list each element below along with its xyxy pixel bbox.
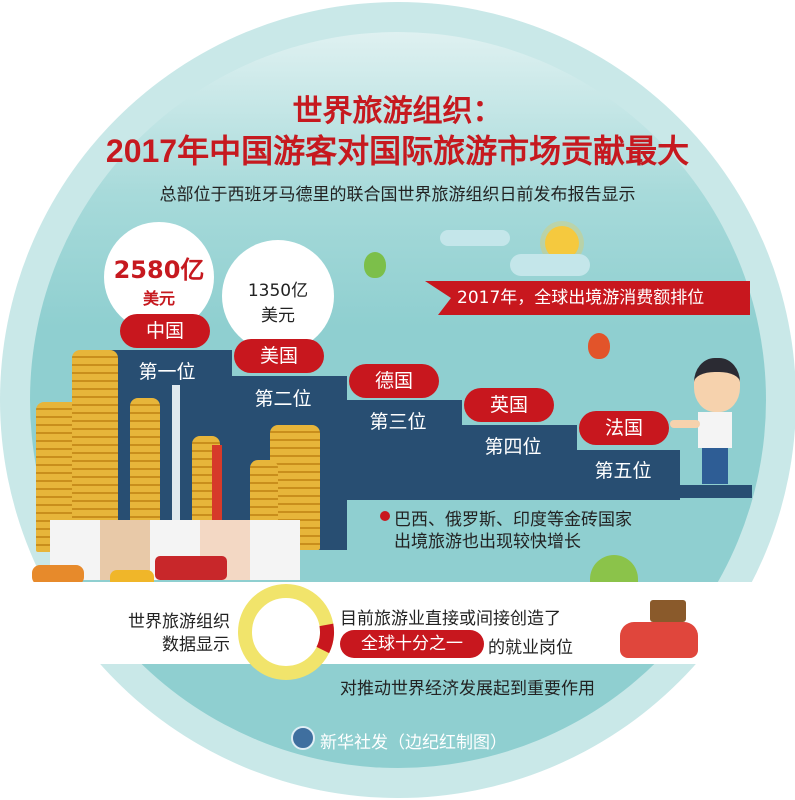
china-amount-bubble: 2580亿 美元 bbox=[104, 222, 214, 332]
ranking-banner: 2017年，全球出境游消费额排位 bbox=[425, 281, 750, 315]
brics-note-line-1: 巴西、俄罗斯、印度等金砖国家 bbox=[394, 510, 632, 530]
step-base bbox=[675, 485, 752, 498]
title-line-2: 2017年中国游客对国际旅游市场贡献最大 bbox=[105, 133, 690, 169]
luggage-icon bbox=[650, 600, 686, 622]
brics-note-line-2: 出境旅游也出现较快增长 bbox=[394, 532, 581, 552]
usa-amount: 1350亿 bbox=[247, 281, 309, 301]
wto-label-line-2: 数据显示 bbox=[162, 635, 230, 655]
xinhua-logo-icon bbox=[291, 726, 315, 750]
china-amount: 2580亿 bbox=[113, 256, 205, 284]
pointing-man-illustration bbox=[670, 358, 746, 486]
rank-2: 第二位 bbox=[254, 388, 312, 410]
rank-5: 第五位 bbox=[594, 460, 652, 482]
credit: 新华社发（边纪红制图） bbox=[320, 733, 507, 753]
employment-line-3: 对推动世界经济发展起到重要作用 bbox=[340, 679, 595, 699]
wto-label-line-1: 世界旅游组织 bbox=[128, 612, 230, 632]
country-uk: 英国 bbox=[464, 388, 554, 422]
usa-amount-bubble: 1350亿 美元 bbox=[222, 240, 334, 352]
rank-3: 第三位 bbox=[369, 411, 427, 433]
country-usa: 美国 bbox=[234, 339, 324, 373]
employment-highlight: 全球十分之一 bbox=[340, 630, 484, 658]
usa-unit: 美元 bbox=[261, 306, 295, 326]
orange-car-icon bbox=[32, 565, 84, 585]
tv-tower bbox=[172, 385, 180, 545]
step-4 bbox=[460, 425, 577, 500]
country-china: 中国 bbox=[120, 314, 210, 348]
china-unit: 美元 bbox=[142, 289, 175, 308]
rank-4: 第四位 bbox=[484, 436, 542, 458]
cloud-icon bbox=[440, 230, 510, 246]
bus-icon bbox=[155, 556, 227, 580]
red-balloon-icon bbox=[588, 333, 610, 359]
country-germany: 德国 bbox=[349, 364, 439, 398]
subtitle: 总部位于西班牙马德里的联合国世界旅游组织日前发布报告显示 bbox=[159, 185, 636, 205]
employment-donut bbox=[238, 584, 334, 680]
coin-stack bbox=[72, 350, 118, 550]
bullet-dot bbox=[380, 511, 390, 521]
employment-line-2: 的就业岗位 bbox=[488, 638, 573, 658]
rank-1: 第一位 bbox=[138, 361, 196, 383]
donut-ring bbox=[238, 584, 334, 680]
step-3 bbox=[345, 400, 462, 500]
donut-share-segment bbox=[238, 584, 334, 680]
employment-line-1: 目前旅游业直接或间接创造了 bbox=[340, 609, 561, 629]
country-france: 法国 bbox=[579, 411, 669, 445]
cloud-icon bbox=[510, 254, 590, 276]
title-line-1: 世界旅游组织： bbox=[292, 95, 503, 128]
red-car-icon bbox=[620, 622, 698, 658]
red-tower bbox=[212, 445, 222, 545]
green-balloon-icon bbox=[364, 252, 386, 278]
step-5 bbox=[575, 450, 680, 500]
